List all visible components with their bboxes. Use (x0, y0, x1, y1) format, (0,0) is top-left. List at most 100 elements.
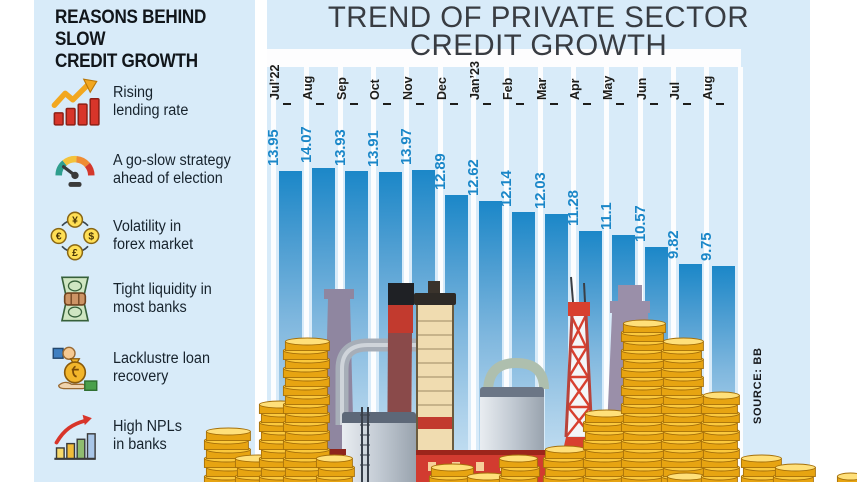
svg-text:¥: ¥ (72, 215, 78, 226)
svg-text:$: $ (88, 232, 94, 243)
lane-separator (437, 67, 443, 482)
bar-value-label: 14.07 (298, 126, 316, 163)
reason-label: High NPLs in banks (113, 418, 182, 453)
credit-growth-bar (345, 171, 369, 482)
credit-growth-bar (478, 200, 502, 482)
sidebar-title: REASONS BEHIND SLOW CREDIT GROWTH (55, 7, 235, 73)
bar-value-label: 12.14 (498, 170, 516, 207)
reason-item-forex: ¥ € $ £ Volatility in forex market (50, 208, 260, 264)
credit-growth-bar (545, 214, 569, 482)
lane-separator (637, 67, 643, 482)
credit-growth-bar (578, 231, 602, 482)
bar-value-label: 13.97 (398, 128, 416, 166)
bar-value-label: 10.57 (631, 205, 649, 243)
reason-label: Tight liquidity in most banks (113, 281, 212, 316)
axis-tick (649, 102, 658, 105)
bar-value-label: 13.93 (331, 129, 349, 167)
lane-separator (370, 67, 376, 482)
month-label: Apr (568, 78, 583, 100)
credit-growth-bar (378, 171, 402, 482)
lane-separator (304, 67, 310, 482)
axis-tick (549, 102, 558, 105)
month-label: Sep (334, 77, 349, 100)
lane-separator (337, 67, 343, 482)
reason-label: Volatility in forex market (113, 218, 194, 253)
credit-growth-bar (278, 170, 302, 482)
lane-separator (604, 67, 610, 482)
lane-separator (404, 67, 410, 482)
month-label: Aug (301, 75, 316, 100)
axis-tick (416, 102, 425, 105)
axis-tick (683, 102, 692, 105)
forex-icon: ¥ € $ £ (50, 211, 100, 261)
lane-separator (270, 67, 276, 482)
axis-tick (316, 102, 325, 105)
sidebar-panel: REASONS BEHIND SLOW CREDIT GROWTH Rising… (34, 0, 255, 482)
bar-value-label: 12.89 (431, 153, 449, 190)
axis-tick (449, 102, 458, 105)
lane-separator (470, 67, 476, 482)
rising-rate-icon (51, 78, 100, 126)
month-label: Oct (368, 79, 383, 100)
month-label: Jun (634, 77, 649, 100)
month-label: Jul’22 (268, 64, 282, 100)
lane-separator (737, 67, 743, 482)
credit-growth-bar (611, 235, 635, 482)
bar-value-label: 12.62 (465, 159, 483, 196)
reason-label: Lacklustre loan recovery (113, 350, 210, 385)
reason-item-go-slow: A go-slow strategy ahead of election (50, 142, 260, 198)
svg-text:£: £ (72, 248, 78, 259)
axis-tick (616, 102, 625, 105)
gauge-icon (55, 155, 95, 187)
bar-value-label: 13.95 (265, 129, 282, 166)
axis-tick (483, 102, 492, 105)
axis-tick (516, 102, 525, 105)
chart-title-line2: CREDIT GROWTH (409, 29, 668, 62)
lane-separator (570, 67, 576, 482)
bar-value-label: 11.28 (565, 190, 583, 227)
reason-item-liquidity: Tight liquidity in most banks (50, 271, 260, 327)
credit-growth-bar (678, 264, 702, 482)
month-label: Dec (434, 77, 449, 100)
credit-growth-bar (411, 170, 435, 482)
reason-item-rising-rate: Rising lending rate (50, 74, 260, 130)
month-label: Feb (501, 77, 516, 100)
lane-separator (537, 67, 543, 482)
loan-recovery-icon (52, 346, 98, 391)
month-label: May (601, 75, 616, 100)
month-label: Jul (668, 81, 683, 100)
sidebar-title-line1: REASONS BEHIND SLOW (55, 7, 207, 50)
axis-tick (583, 102, 592, 105)
title-divider-band (267, 49, 741, 67)
bar-value-label: 9.75 (698, 232, 716, 262)
chart-title-line1: TREND OF PRIVATE SECTOR (327, 1, 750, 34)
lane-separator (704, 67, 710, 482)
month-label: Aug (701, 75, 716, 100)
credit-growth-bar (711, 266, 735, 482)
bar-value-label: 9.82 (665, 231, 683, 260)
month-label: Nov (401, 76, 416, 100)
axis-tick (383, 102, 392, 105)
bar-value-label: 11.1 (598, 202, 616, 231)
month-label: Mar (534, 77, 549, 100)
reason-item-npl: High NPLs in banks (50, 408, 260, 464)
axis-tick (716, 102, 725, 105)
liquidity-icon (60, 276, 90, 322)
chart-title: TREND OF PRIVATE SECTOR CREDIT GROWTH (272, 1, 804, 62)
sidebar-title-line2: CREDIT GROWTH (55, 51, 198, 72)
reason-item-loan-recovery: Lacklustre loan recovery (50, 340, 260, 396)
axis-tick (349, 102, 358, 105)
bar-value-label: 13.91 (365, 130, 383, 167)
reason-label: A go-slow strategy ahead of election (113, 152, 231, 187)
svg-text:€: € (56, 232, 62, 243)
month-label: Jan’23 (468, 61, 483, 100)
lane-separator (670, 67, 676, 482)
credit-growth-bar (511, 211, 535, 482)
credit-growth-bar (311, 168, 335, 482)
source-credit: SOURCE: BB (752, 347, 764, 424)
credit-growth-bar (445, 194, 469, 482)
axis-tick (283, 102, 291, 105)
npl-icon (54, 414, 96, 460)
